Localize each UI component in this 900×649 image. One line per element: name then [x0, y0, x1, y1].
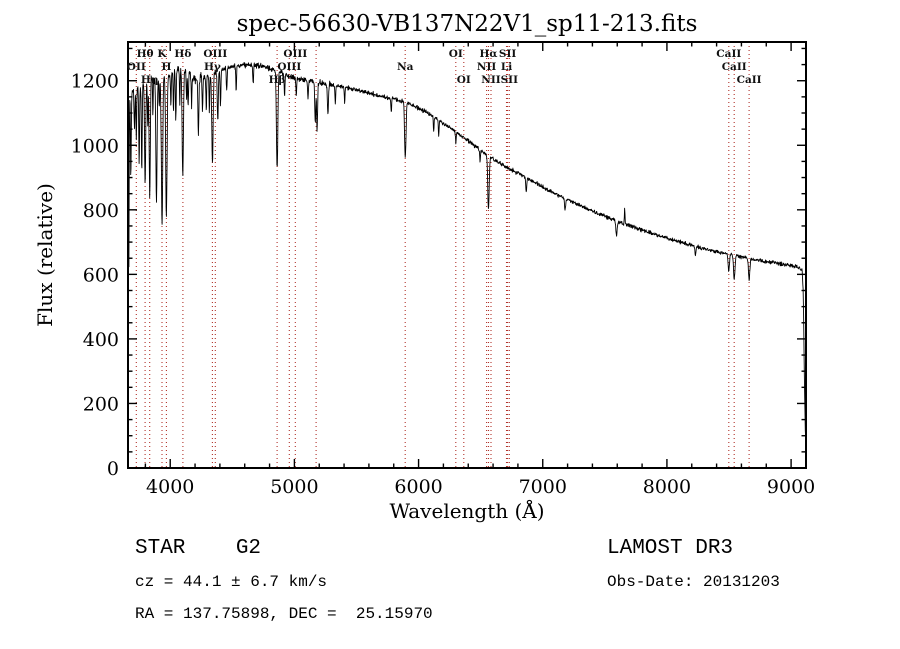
spectral-marker-label: H	[161, 61, 171, 73]
spectral-marker-label: Na	[397, 61, 414, 73]
y-tick-label: 1200	[71, 71, 119, 93]
cz-text: cz = 44.1 ± 6.7 km/s	[135, 573, 327, 591]
spectrum-trace	[127, 62, 807, 437]
y-tick-label: 800	[83, 200, 119, 222]
obsdate-text: Obs-Date: 20131203	[607, 573, 780, 591]
x-tick-label: 8000	[643, 476, 691, 498]
spectral-marker-label: K	[157, 48, 167, 60]
spectral-marker-label: Hη	[141, 74, 159, 86]
y-tick-label: 200	[83, 393, 119, 415]
plot-generated-layer: 4000 5000 6000 7000 8000 9000 0 200 400 600 800 100…	[71, 41, 815, 498]
y-tick-label: 1000	[71, 135, 119, 157]
y-tick-label: 600	[83, 264, 119, 286]
x-tick-label: 9000	[767, 476, 815, 498]
spectral-marker-label: Hβ	[269, 74, 286, 86]
spectral-marker-label: CaII	[737, 74, 762, 86]
spectral-marker-label: OIII	[283, 48, 307, 60]
survey-text: LAMOST DR3	[607, 537, 733, 560]
y-tick-label: 0	[107, 458, 119, 480]
spectral-marker-label: SII	[501, 74, 518, 86]
spectral-marker-label: OIII	[203, 48, 227, 60]
spectral-marker-label: Hδ	[174, 48, 191, 60]
spectral-marker-label: OII	[127, 61, 146, 73]
x-tick-label: 4000	[146, 476, 194, 498]
y-tick-label: 400	[83, 329, 119, 351]
x-tick-label: 6000	[394, 476, 442, 498]
spectral-marker-label: Hθ	[137, 48, 154, 60]
object-class-text: STAR G2	[135, 537, 261, 560]
y-axis-label: Flux (relative)	[33, 183, 57, 327]
spectral-marker-label: OI	[449, 48, 463, 60]
spectral-marker-label: NII	[481, 74, 501, 86]
radec-text: RA = 137.75898, DEC = 25.15970	[135, 605, 433, 623]
spectral-marker-label: OIII	[277, 61, 301, 73]
spectral-marker-label: SII	[499, 48, 516, 60]
spectral-marker-label: CaII	[716, 48, 741, 60]
spectral-marker-label: NII	[477, 61, 497, 73]
x-axis-label: Wavelength (Å)	[389, 498, 544, 523]
spectral-marker-label: Hα	[479, 48, 497, 60]
plot-title: spec-56630-VB137N22V1_sp11-213.fits	[237, 11, 698, 37]
spectral-marker-label: Hγ	[204, 61, 221, 73]
x-tick-label: 5000	[270, 476, 318, 498]
spectral-marker-label: CaII	[722, 61, 747, 73]
x-tick-label: 7000	[519, 476, 567, 498]
axis-frame	[127, 41, 807, 469]
spectral-marker-label: Li	[501, 61, 512, 73]
spectral-marker-label: OI	[457, 74, 471, 86]
